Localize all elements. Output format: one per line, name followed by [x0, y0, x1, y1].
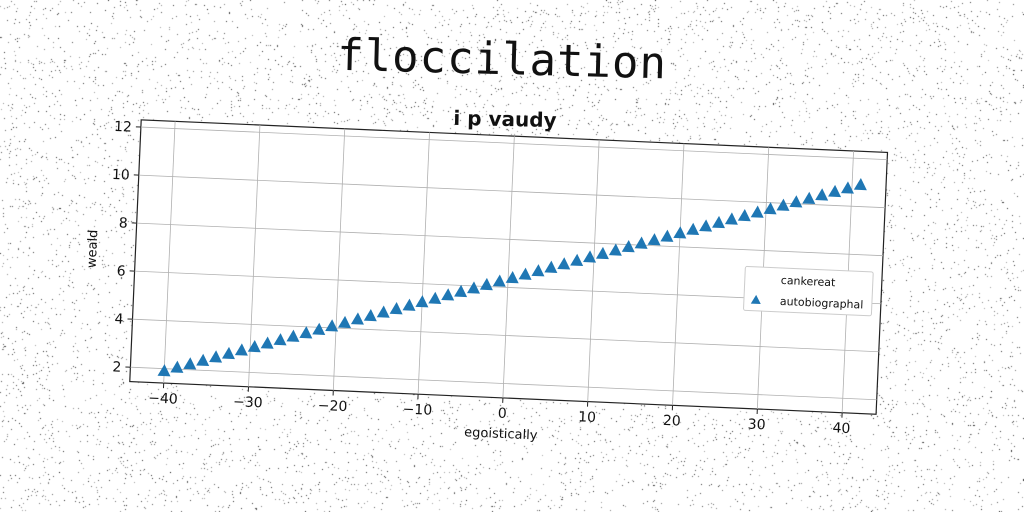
- x-tick-label: −40: [148, 390, 178, 407]
- data-point: [234, 343, 248, 356]
- data-point: [737, 208, 751, 222]
- data-point: [467, 281, 480, 294]
- x-tick-label: 40: [832, 420, 851, 437]
- data-point: [673, 226, 687, 239]
- data-point: [776, 198, 790, 211]
- x-tick-label: 30: [747, 417, 766, 434]
- x-axis-label: egoistically: [464, 425, 538, 443]
- data-point: [840, 181, 854, 194]
- data-point: [170, 360, 184, 373]
- plot-area: −40 −30 −20 −10 0 10 20 30 40 2 4 6 8 10 12 egoistica…: [85, 119, 889, 443]
- data-point: [247, 339, 261, 353]
- x-gridline: [502, 136, 515, 398]
- data-point: [273, 333, 287, 346]
- x-gridline: [587, 139, 600, 402]
- data-point: [402, 298, 416, 311]
- data-point: [621, 240, 635, 253]
- data-point: [570, 253, 584, 267]
- data-point: [196, 353, 210, 367]
- x-gridline: [163, 121, 176, 384]
- data-point: [415, 295, 429, 308]
- data-point: [454, 284, 468, 298]
- y-gridline: [136, 222, 883, 257]
- y-gridline: [130, 366, 877, 401]
- legend-label-autobiographal: autobiographal: [780, 295, 864, 312]
- data-point: [492, 274, 506, 287]
- data-point: [595, 246, 609, 260]
- x-tick-label: −10: [402, 402, 432, 419]
- legend-box: [743, 265, 874, 317]
- data-point: [802, 191, 816, 205]
- data-point: [221, 346, 235, 360]
- data-point: [338, 315, 352, 329]
- y-axis-label: weald: [85, 229, 102, 268]
- legend-marker-autobiographal: [750, 294, 761, 305]
- data-point: [763, 202, 777, 215]
- y-tick-label: 4: [114, 311, 124, 327]
- data-point: [209, 350, 223, 363]
- x-tick-label: 0: [497, 406, 507, 422]
- legend: cankereat autobiographal: [743, 265, 874, 317]
- x-tick-label: 20: [663, 413, 682, 430]
- data-point: [712, 215, 726, 229]
- series-autobiographal: [157, 177, 867, 377]
- y-tick-label: 8: [118, 215, 128, 231]
- x-gridline: [332, 128, 346, 391]
- data-point: [299, 326, 313, 339]
- x-gridline: [417, 132, 430, 395]
- legend-label-cankereat: cankereat: [781, 274, 837, 289]
- y-gridline: [132, 318, 879, 353]
- y-tick-label: 2: [112, 359, 122, 375]
- x-tick-label: 10: [578, 409, 597, 426]
- data-point: [376, 305, 390, 318]
- data-point: [312, 322, 326, 335]
- data-point: [325, 319, 339, 332]
- data-point: [608, 243, 622, 256]
- data-point: [789, 195, 803, 208]
- y-tick-label: 12: [114, 119, 133, 136]
- data-point: [531, 264, 545, 277]
- x-tick-label: −30: [233, 394, 263, 411]
- data-point: [660, 229, 674, 242]
- data-point: [428, 291, 442, 304]
- x-gridline: [248, 125, 261, 387]
- data-point: [634, 236, 648, 249]
- data-point: [157, 364, 171, 377]
- data-point: [260, 336, 274, 349]
- y-gridline: [138, 174, 886, 209]
- y-gridline: [140, 126, 888, 161]
- y-ticks: 2 4 6 8 10 12: [112, 119, 141, 376]
- chart-title: i p vaudy: [453, 106, 557, 132]
- data-point: [389, 302, 403, 315]
- data-point: [557, 257, 571, 270]
- data-point: [853, 177, 867, 191]
- y-tick-label: 6: [116, 263, 126, 279]
- data-point: [505, 271, 519, 284]
- x-tick-label: −20: [317, 398, 347, 415]
- x-ticks: −40 −30 −20 −10 0 10 20 30 40: [148, 383, 851, 437]
- data-point: [518, 267, 532, 280]
- data-point: [441, 288, 455, 301]
- data-point: [828, 184, 842, 198]
- data-point: [724, 212, 738, 225]
- data-point: [750, 205, 764, 218]
- data-point: [686, 222, 700, 236]
- data-point: [350, 312, 364, 325]
- data-point: [583, 250, 597, 263]
- y-tick-label: 10: [112, 167, 131, 184]
- data-point: [647, 233, 661, 246]
- x-gridline: [672, 143, 685, 406]
- data-point: [699, 219, 713, 232]
- data-point: [286, 329, 300, 342]
- data-point: [815, 188, 829, 201]
- data-point: [544, 260, 558, 273]
- data-point: [479, 277, 493, 291]
- data-point: [363, 308, 377, 322]
- data-point: [183, 357, 197, 370]
